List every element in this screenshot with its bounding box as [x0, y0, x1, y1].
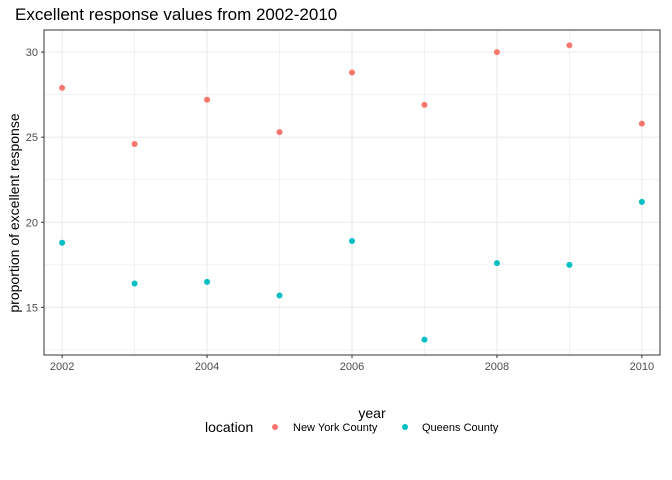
legend-key-queens-county — [402, 424, 408, 430]
data-point-new-york-county — [349, 69, 355, 76]
x-tick-label: 2004 — [195, 361, 219, 373]
data-point-new-york-county — [276, 129, 283, 136]
x-tick-label: 2010 — [630, 361, 654, 373]
legend-label-new-york-county: New York County — [293, 422, 378, 434]
major-grid — [44, 30, 660, 355]
data-point-queens-county — [493, 260, 500, 267]
y-tick-label: 30 — [26, 47, 38, 59]
data-point-queens-county — [276, 292, 283, 299]
data-point-queens-county — [638, 198, 645, 205]
data-point-new-york-county — [566, 42, 573, 49]
legend-key-new-york-county — [272, 424, 278, 430]
y-tick-label: 25 — [26, 132, 38, 144]
data-point-queens-county — [566, 261, 573, 268]
data-point-queens-county — [349, 237, 355, 244]
x-axis-title: year — [358, 405, 386, 421]
x-tick-label: 2008 — [485, 361, 509, 373]
data-point-queens-county — [59, 239, 66, 246]
y-tick-label: 20 — [26, 217, 38, 229]
data-point-queens-county — [421, 336, 428, 343]
y-tick-label: 15 — [26, 302, 38, 314]
data-point-new-york-county — [638, 120, 645, 127]
data-point-queens-county — [204, 278, 211, 285]
legend-label-queens-county: Queens County — [422, 422, 499, 434]
chart-title: Excellent response values from 2002-2010 — [15, 5, 337, 24]
y-axis-ticks: 15 20 25 30 — [26, 47, 44, 314]
y-axis-title: proportion of excellent response — [6, 113, 22, 312]
legend: location New York County Queens County — [205, 419, 499, 435]
data-point-new-york-county — [421, 101, 428, 108]
data-point-new-york-county — [59, 84, 66, 91]
legend-title: location — [205, 419, 253, 435]
data-point-queens-county — [131, 280, 138, 287]
x-tick-label: 2006 — [340, 361, 364, 373]
x-tick-label: 2002 — [50, 361, 74, 373]
x-axis-ticks: 2002 2004 2006 2008 2010 — [50, 355, 654, 373]
data-point-new-york-county — [131, 141, 138, 148]
data-point-new-york-county — [204, 96, 211, 103]
data-point-new-york-county — [493, 49, 500, 56]
data-points — [59, 42, 645, 343]
